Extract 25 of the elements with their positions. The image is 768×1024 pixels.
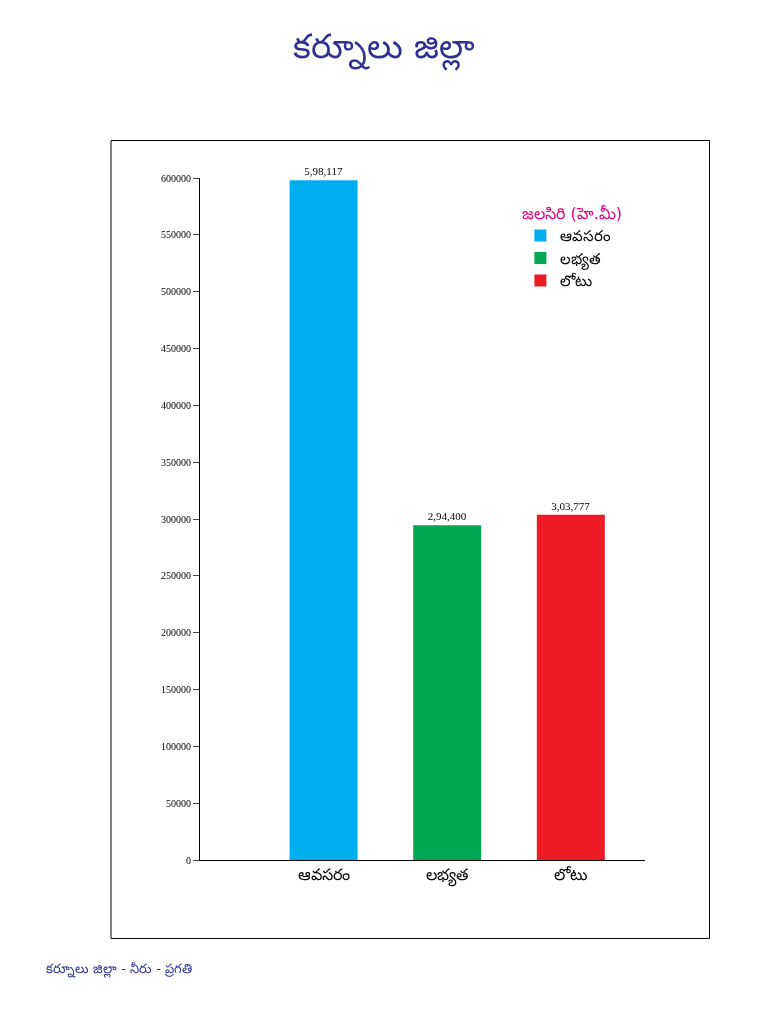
y-tick-label: 100000: [161, 740, 191, 752]
y-tick-label: 250000: [161, 570, 191, 582]
y-tick-label: 0: [186, 854, 191, 866]
data-label: 2,94,400: [427, 510, 467, 523]
y-tick-label: 150000: [161, 684, 191, 695]
y-tick-label: 600000: [161, 172, 191, 184]
data-label: 5,98,117: [304, 165, 343, 178]
legend-label: లభ్యత: [560, 249, 602, 270]
chart-title: కర్నూలు జిల్లా: [293, 25, 475, 71]
legend-label: లోటు: [560, 272, 593, 291]
legend-label: ఆవసరం: [560, 227, 612, 246]
y-tick-label: 300000: [161, 513, 191, 525]
text: కర్నూలు జిల్లా - నీరు - ప్రగతి: [46, 961, 193, 978]
x-tick-label: లోటు: [553, 865, 588, 885]
x-tick-label: లభ్యత: [426, 865, 469, 888]
data-label: 3,03,777: [551, 499, 591, 512]
y-tick-label: 550000: [161, 229, 191, 241]
y-tick-label: 350000: [161, 456, 191, 468]
x-tick-label: ఆవసరం: [297, 865, 350, 885]
y-tick-label: 400000: [161, 399, 191, 411]
legend-title: జలసిరి (హె.మీ): [522, 204, 623, 224]
y-tick-label: 50000: [166, 797, 191, 809]
y-tick-label: 450000: [161, 343, 191, 354]
y-tick-label: 200000: [161, 627, 191, 639]
y-tick-label: 500000: [161, 286, 191, 298]
